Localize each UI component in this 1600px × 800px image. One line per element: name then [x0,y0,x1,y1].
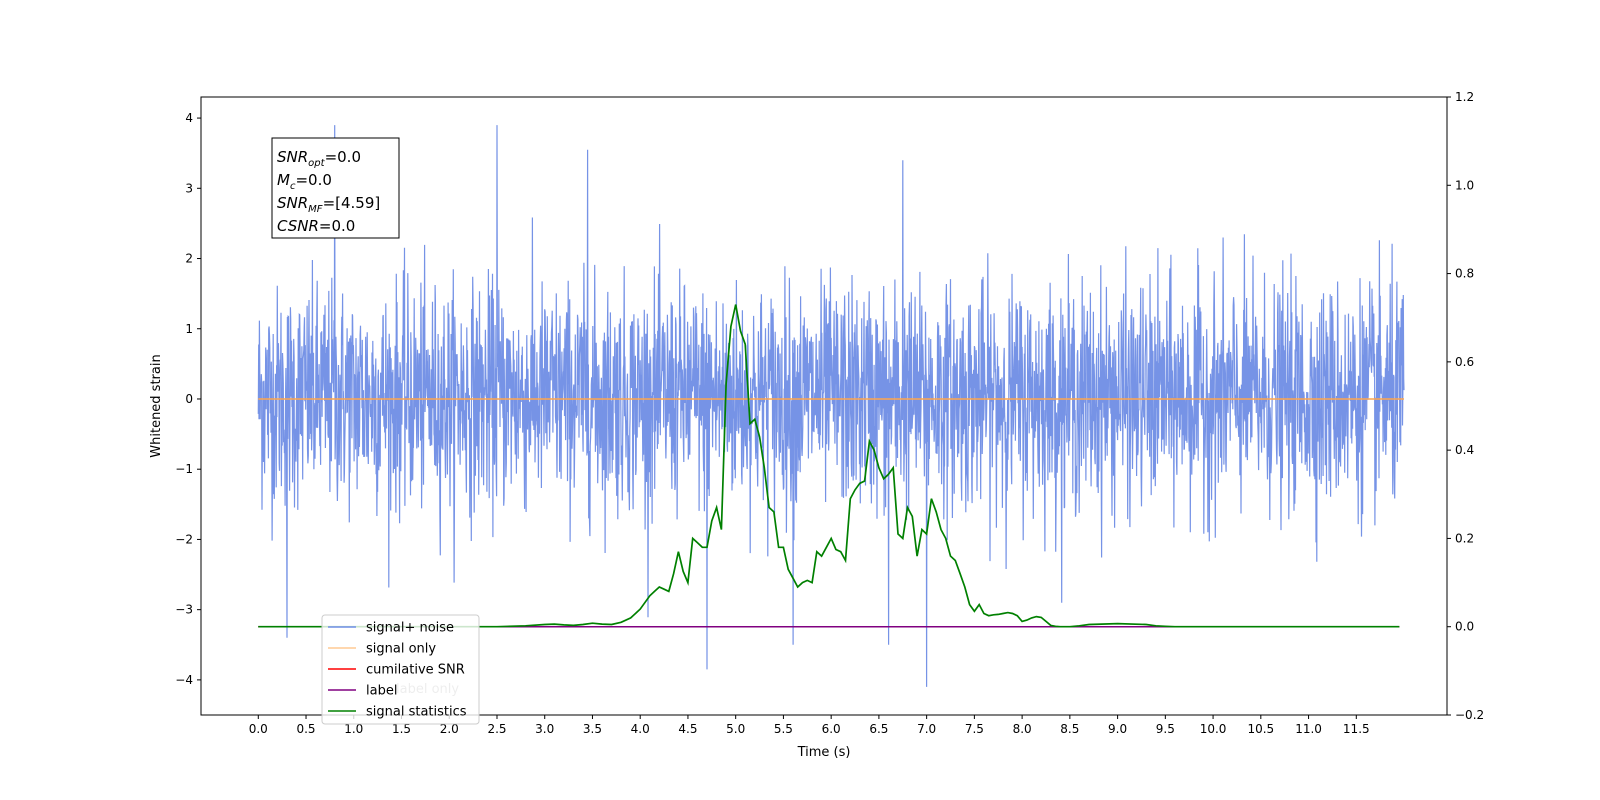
x-axis-label: Time (s) [797,745,851,760]
x-tick-label: 7.5 [965,722,984,736]
y-axis-label: Whitened strain [149,354,164,457]
y-axis-left: −4 −3 −2 −1 0 1 2 3 4 [175,111,201,687]
y-tick-label: 3 [185,181,193,195]
x-tick-label: 0.5 [296,722,315,736]
y2-tick-label: 1.0 [1455,178,1474,192]
y-tick-label: −2 [175,532,193,546]
annotation-line: SNRMF=[4.59] [277,194,380,215]
annotation-line: Mc=0.0 [277,171,332,192]
y2-tick-label: 0.4 [1455,443,1474,457]
x-tick-label: 9.0 [1108,722,1127,736]
annotation-line: CSNR=0.0 [277,217,355,235]
annotation-line: SNRopt=0.0 [277,148,361,169]
y-tick-label: 4 [185,111,193,125]
y2-tick-label: 0.2 [1455,531,1474,545]
y-tick-label: −4 [175,673,193,687]
x-tick-label: 2.5 [487,722,506,736]
x-tick-label: 0.0 [249,722,268,736]
x-tick-label: 9.5 [1156,722,1175,736]
axes-frame [200,96,1448,716]
legend-entry: cumilative SNR [366,663,465,678]
y2-tick-label: 0.6 [1455,355,1474,369]
x-tick-label: 8.5 [1060,722,1079,736]
x-tick-label: 5.5 [774,722,793,736]
legend-entry: signal statistics [366,705,467,720]
x-tick-label: 11.5 [1343,722,1370,736]
y-tick-label: 2 [185,252,193,266]
y2-tick-label: 0.0 [1455,620,1474,634]
y-tick-label: 0 [185,392,193,406]
x-tick-label: 3.5 [583,722,602,736]
x-tick-label: 11.0 [1295,722,1322,736]
y-tick-label: −3 [175,603,193,617]
x-tick-label: 10.5 [1247,722,1274,736]
y2-tick-label: −0.2 [1455,708,1484,722]
legend-entry: signal+ noise [366,621,454,636]
y-tick-label: −1 [175,462,193,476]
x-tick-label: 5.0 [726,722,745,736]
legend-entry: signal only [366,642,436,657]
x-tick-label: 8.0 [1013,722,1032,736]
x-tick-label: 7.0 [917,722,936,736]
x-tick-label: 1.5 [392,722,411,736]
y2-tick-label: 0.8 [1455,267,1474,281]
x-axis: 0.0 0.5 1.0 1.5 2.0 2.5 3.0 3.5 4.0 4.5 5.0 5.5 6.0 6… [249,715,1370,736]
series-signal-statistics [258,304,1400,628]
annotation-box-frame [271,137,400,239]
legend-frame [321,614,480,725]
y2-tick-label: 1.2 [1455,90,1474,104]
x-tick-label: 10.0 [1200,722,1227,736]
x-tick-label: 6.5 [869,722,888,736]
x-tick-label: 4.5 [678,722,697,736]
series-signal-noise [257,125,1405,687]
x-tick-label: 3.0 [535,722,554,736]
x-tick-label: 1.0 [344,722,363,736]
y-axis-right: −0.2 0.0 0.2 0.4 0.6 0.8 1.0 1.2 [1447,90,1484,722]
x-tick-label: 6.0 [822,722,841,736]
legend-entry: label [366,684,397,699]
y-tick-label: 1 [185,322,193,336]
x-tick-label: 4.0 [631,722,650,736]
x-tick-label: 2.0 [440,722,459,736]
